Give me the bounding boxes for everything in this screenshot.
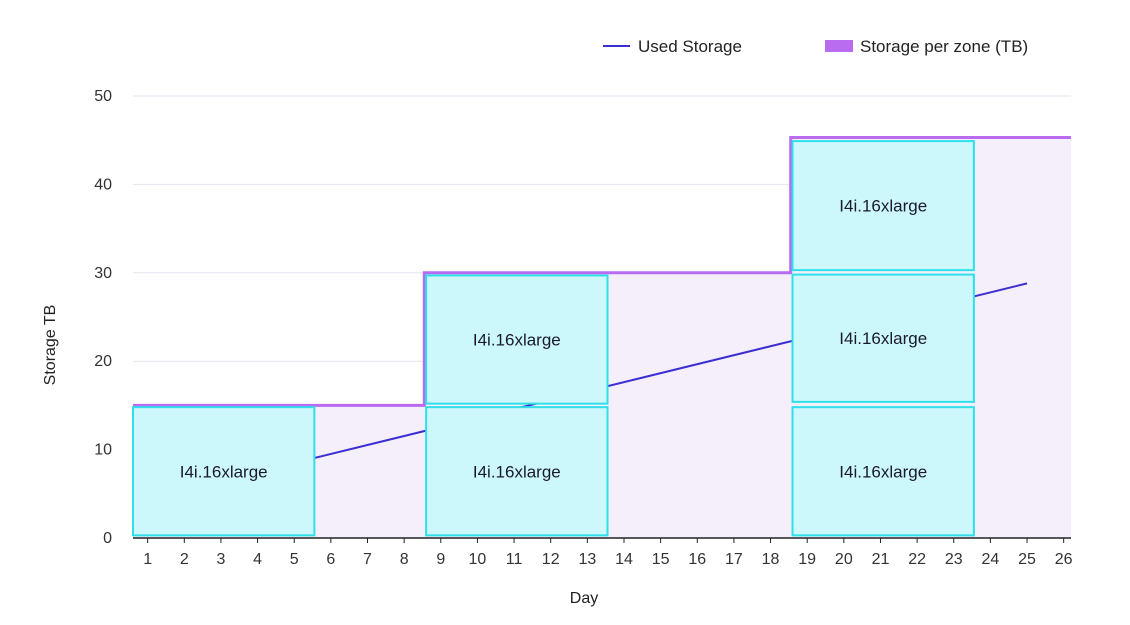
instance-box-label: I4i.16xlarge <box>473 462 561 481</box>
instance-box-rect <box>132 406 316 537</box>
x-tick-label-15: 15 <box>652 551 670 568</box>
y-tick-label-10: 10 <box>94 442 112 459</box>
instance-box-4: I4i.16xlarge <box>791 406 975 537</box>
y-tick-label-0: 0 <box>103 530 112 547</box>
instance-boxes: I4i.16xlarge I4i.16xlarge I4i.16xlarge I4i.… <box>132 140 975 537</box>
x-tick-label-3: 3 <box>216 551 225 568</box>
instance-box-label: I4i.16xlarge <box>839 329 927 348</box>
storage-per-zone-line <box>133 136 1071 407</box>
legend-item-storage-per-zone: Storage per zone (TB) <box>825 37 1028 56</box>
x-tick-label-11: 11 <box>506 551 523 568</box>
legend-swatch-storage-per-zone <box>825 40 853 52</box>
instance-box-rect <box>791 140 975 272</box>
x-tick-label-19: 19 <box>798 551 816 568</box>
instance-box-1: I4i.16xlarge <box>132 406 316 537</box>
instance-box-rect <box>425 406 609 537</box>
x-tick-label-4: 4 <box>253 551 262 568</box>
x-tick-label-5: 5 <box>290 551 299 568</box>
instance-box-label: I4i.16xlarge <box>180 462 268 481</box>
x-tick-label-24: 24 <box>981 551 999 568</box>
x-tick-label-2: 2 <box>180 551 189 568</box>
x-tick-label-6: 6 <box>326 551 335 568</box>
instance-box-2: I4i.16xlarge <box>425 406 609 537</box>
instance-box-rect <box>791 406 975 537</box>
legend-label-storage-per-zone: Storage per zone (TB) <box>860 37 1028 56</box>
instance-box-5: I4i.16xlarge <box>791 273 975 403</box>
instance-box-rect <box>791 273 975 403</box>
legend-label-used-storage: Used Storage <box>638 37 742 56</box>
x-tick-label-9: 9 <box>436 551 445 568</box>
y-axis-title: Storage TB <box>42 305 59 386</box>
instance-box-6: I4i.16xlarge <box>791 140 975 272</box>
x-tick-labels: 1 2 3 4 5 6 7 8 9 10 11 12 13 14 15 16 17 18 19 20 21 22 23 24 2… <box>143 538 1073 568</box>
instance-box-3: I4i.16xlarge <box>425 274 609 405</box>
x-tick-label-8: 8 <box>400 551 409 568</box>
x-tick-label-7: 7 <box>363 551 372 568</box>
y-tick-label-50: 50 <box>94 88 112 105</box>
x-tick-label-23: 23 <box>945 551 963 568</box>
legend-item-used-storage: Used Storage <box>603 37 742 56</box>
instance-box-label: I4i.16xlarge <box>473 331 561 350</box>
x-tick-label-20: 20 <box>835 551 853 568</box>
x-tick-label-14: 14 <box>615 551 633 568</box>
y-tick-label-20: 20 <box>94 353 112 370</box>
x-tick-label-12: 12 <box>542 551 560 568</box>
x-tick-label-21: 21 <box>872 551 890 568</box>
x-tick-label-26: 26 <box>1055 551 1073 568</box>
x-axis-title: Day <box>570 590 598 607</box>
x-tick-label-22: 22 <box>908 551 926 568</box>
x-tick-label-1: 1 <box>143 551 152 568</box>
x-tick-label-17: 17 <box>725 551 743 568</box>
instance-box-label: I4i.16xlarge <box>839 197 927 216</box>
legend: Used Storage Storage per zone (TB) <box>603 37 1028 56</box>
x-tick-label-10: 10 <box>469 551 487 568</box>
x-tick-label-18: 18 <box>762 551 780 568</box>
instance-box-rect <box>425 274 609 405</box>
y-tick-labels: 0 10 20 30 40 50 <box>94 88 112 547</box>
y-tick-label-40: 40 <box>94 176 112 193</box>
x-tick-label-16: 16 <box>688 551 706 568</box>
x-tick-label-25: 25 <box>1018 551 1036 568</box>
instance-box-label: I4i.16xlarge <box>839 462 927 481</box>
y-tick-label-30: 30 <box>94 265 112 282</box>
x-tick-label-13: 13 <box>578 551 596 568</box>
